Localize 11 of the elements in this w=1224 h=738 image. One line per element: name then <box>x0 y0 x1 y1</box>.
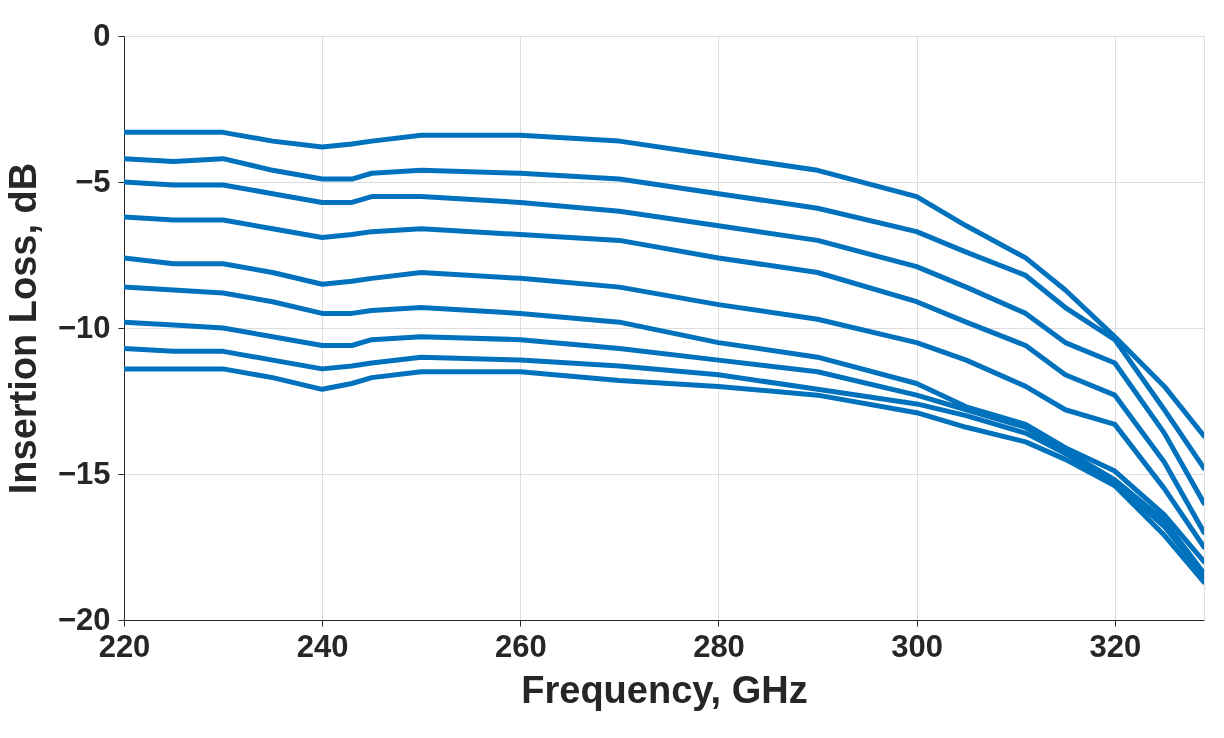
y-tick-label: 0 <box>93 17 111 53</box>
x-tick-label: 320 <box>1089 628 1142 664</box>
y-tick-label: −5 <box>75 163 111 199</box>
x-tick-label: 280 <box>693 628 745 664</box>
y-axis-title: Insertion Loss, dB <box>1 162 44 495</box>
x-axis-title: Frequency, GHz <box>521 668 808 711</box>
x-tick-label: 240 <box>296 628 349 664</box>
x-tick-label: 300 <box>891 628 944 664</box>
y-tick-label: −15 <box>57 455 111 491</box>
y-tick-label: −10 <box>57 309 111 345</box>
x-tick-label: 260 <box>494 628 547 664</box>
